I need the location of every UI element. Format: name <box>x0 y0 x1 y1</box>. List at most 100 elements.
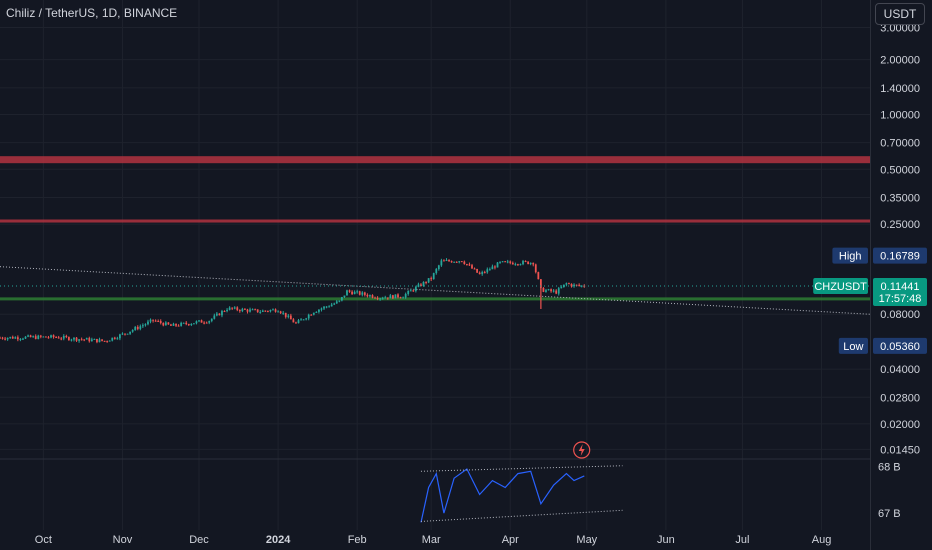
price-tick-label: 0.08000 <box>880 309 920 321</box>
candle-body <box>96 338 98 343</box>
candle-body <box>287 315 290 317</box>
candle-body <box>310 314 313 316</box>
candle-body <box>218 313 221 316</box>
candle-body <box>284 312 287 317</box>
candle-body <box>325 306 328 308</box>
candle-body <box>116 338 119 340</box>
candle-body <box>417 284 420 287</box>
current-price-badge-countdown: 17:57:48 <box>879 293 922 305</box>
candle-body <box>340 297 343 301</box>
candle-body <box>60 338 63 340</box>
candle-body <box>351 291 353 295</box>
candle-body <box>369 295 371 297</box>
candle-body <box>259 311 262 313</box>
currency-button[interactable]: USDT <box>875 3 925 25</box>
price-tick-label: 0.70000 <box>880 138 920 150</box>
time-tick-label: Oct <box>35 534 52 546</box>
candle-body <box>422 281 425 286</box>
candle-body <box>552 290 555 292</box>
candle-body <box>366 294 369 297</box>
candle-body <box>450 261 453 263</box>
candle-body <box>542 287 545 292</box>
candle-body <box>570 283 573 287</box>
time-tick-label: Jun <box>657 534 675 546</box>
candle-body <box>568 283 570 285</box>
high-badge-label-bg <box>832 247 868 264</box>
time-tick-label: Apr <box>502 534 519 546</box>
candle-body <box>45 336 47 338</box>
candle-body <box>361 292 364 295</box>
volume-tick-label: 67 B <box>878 508 901 520</box>
candle-body <box>305 318 308 320</box>
candle-body <box>537 272 540 280</box>
candle-body <box>338 300 341 302</box>
candle-body <box>358 291 361 295</box>
candle-body <box>119 334 121 339</box>
candle-body <box>420 284 422 286</box>
candle-body <box>233 307 236 309</box>
candle-body <box>374 297 376 299</box>
candle-body <box>198 320 200 322</box>
current-price-badge-value: 0.11441 <box>881 281 920 293</box>
price-tick-label: 0.35000 <box>880 192 920 204</box>
candle-body <box>108 340 111 342</box>
high-badge-value: 0.16789 <box>880 251 920 263</box>
candle-body <box>496 262 499 268</box>
candle-body <box>550 289 552 292</box>
candle-body <box>471 265 473 269</box>
axes: 3.00000 2.00000 1.40000 1.00000 0.70000 0.500… <box>35 23 920 546</box>
candle-body <box>323 306 325 309</box>
candle-body <box>527 261 530 265</box>
candle-body <box>83 339 86 341</box>
candle-body <box>302 319 305 321</box>
price-tick-label: 0.04000 <box>880 364 920 376</box>
candle-body <box>251 309 254 311</box>
candle-body <box>55 337 58 339</box>
candle-body <box>193 323 195 325</box>
symbol-legend: Chiliz / TetherUS, 1D, BINANCE <box>6 6 178 20</box>
candle-body <box>409 290 412 292</box>
candle-body <box>427 278 430 283</box>
candle-body <box>73 337 75 340</box>
candle-body <box>274 309 277 312</box>
candle-body <box>203 322 206 324</box>
candle-body <box>534 264 537 273</box>
candle-body <box>292 319 295 323</box>
candle-body <box>463 261 466 265</box>
candle-body <box>88 338 91 342</box>
trendline-line <box>0 266 871 315</box>
candle-body <box>177 325 180 327</box>
candle-body <box>539 279 542 288</box>
candle-body <box>190 323 193 326</box>
lightning-bolt <box>578 444 585 456</box>
candle-body <box>266 310 269 312</box>
candle-body <box>315 311 318 313</box>
candle-body <box>180 322 183 326</box>
candle-body <box>514 264 517 266</box>
candle-body <box>65 335 68 338</box>
candle-body <box>562 284 565 288</box>
candle-body <box>509 261 512 263</box>
candle-body <box>249 309 251 312</box>
candle-body <box>532 262 535 265</box>
time-tick-label: May <box>576 534 597 546</box>
candle-body <box>52 335 55 338</box>
candle-body <box>363 292 366 295</box>
price-tick-label: 0.25000 <box>880 219 920 231</box>
time-tick-label: Feb <box>348 534 367 546</box>
candle-body <box>545 290 547 292</box>
candle-body <box>187 324 190 326</box>
candle-body <box>238 310 241 312</box>
candle-body <box>517 264 519 266</box>
time-tick-label: 2024 <box>266 534 291 546</box>
resistance-zone <box>0 156 870 164</box>
candle-body <box>547 289 550 291</box>
candle-body <box>113 337 116 339</box>
current-price-badge-label-bg <box>813 277 868 294</box>
candle-body <box>483 272 486 274</box>
candle-body <box>269 309 272 312</box>
candle-body <box>277 311 279 313</box>
trendline <box>0 266 871 315</box>
candle-body <box>157 320 160 322</box>
